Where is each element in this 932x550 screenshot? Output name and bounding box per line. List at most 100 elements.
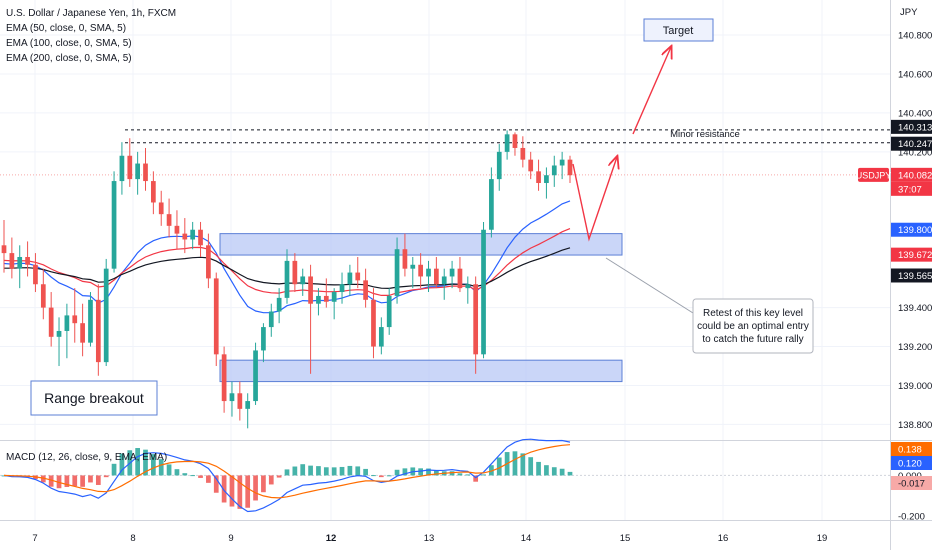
macd-histogram-bar: [213, 475, 219, 493]
price-label-bg: [891, 167, 932, 182]
candle: [119, 142, 125, 195]
target-label: Target: [663, 25, 694, 37]
candle: [95, 284, 101, 376]
macd-histogram-bar: [339, 466, 345, 476]
macd-histogram-bar: [80, 475, 85, 487]
candle-body: [347, 272, 353, 285]
support-resistance-zones: [219, 233, 623, 383]
zone-rect: [219, 233, 623, 256]
candle-body: [103, 268, 109, 363]
target-rect: [643, 18, 714, 42]
macd-histogram-bar: [371, 475, 376, 477]
candle: [268, 303, 274, 337]
macd-histogram-bar: [473, 475, 479, 482]
candle-body: [166, 214, 172, 226]
macd-value-label: -0.017: [898, 479, 925, 490]
candle: [1, 220, 7, 273]
candle-body: [308, 276, 313, 304]
candle: [378, 317, 384, 355]
candle-body: [268, 311, 274, 328]
candle-body: [56, 330, 62, 337]
candle-body: [143, 163, 148, 182]
price-label-bg: [891, 136, 932, 151]
macd-histogram-bar: [331, 467, 337, 476]
candle: [33, 253, 38, 293]
price-axis: JPY 140.800 140.600 140.400 140.200 139.400 13…: [856, 7, 932, 522]
candle-body: [504, 134, 510, 152]
candle-body: [237, 393, 243, 409]
candle: [174, 210, 180, 250]
candle: [48, 292, 54, 347]
candle: [80, 303, 85, 357]
macd-histogram-bar: [481, 474, 486, 476]
macd-histogram-bar: [48, 475, 54, 487]
candle-body: [119, 155, 125, 182]
candle: [457, 256, 463, 293]
candle-body: [489, 179, 494, 230]
price-label-bg: [891, 222, 932, 237]
candle-body: [40, 284, 46, 308]
macd-histogram-bar: [347, 465, 353, 476]
projection-arrow-2: [632, 47, 671, 135]
macd-histogram-bar: [386, 475, 392, 477]
candle: [567, 155, 573, 184]
retest-note-line: Retest of this key level: [703, 308, 803, 319]
candle: [198, 221, 203, 257]
macd-histogram-bar: [151, 454, 156, 476]
candle-body: [253, 350, 258, 402]
candle: [221, 346, 227, 413]
candle-body: [512, 134, 518, 148]
ema200-legend[interactable]: EMA (200, close, 0, SMA, 5): [6, 53, 132, 64]
candle: [229, 381, 235, 417]
retest-note-line: could be an optimal entry: [697, 321, 809, 332]
candle-body: [331, 292, 337, 302]
candle-body: [528, 159, 534, 172]
candle-body: [9, 253, 15, 269]
time-axis: 7 8 9 12 13 14 15 16 19: [32, 533, 827, 544]
candle-body: [434, 268, 439, 285]
candle-body: [394, 249, 400, 296]
candle: [17, 245, 23, 289]
candle: [151, 171, 156, 215]
candle: [213, 272, 219, 367]
candle: [323, 278, 329, 308]
macd-legend[interactable]: MACD (12, 26, close, 9, EMA, EMA): [6, 452, 168, 463]
candle-body: [323, 295, 329, 302]
macd-value-bg: [891, 476, 932, 490]
ema100-legend[interactable]: EMA (100, close, 0, SMA, 5): [6, 38, 132, 49]
candle: [237, 381, 243, 421]
candle: [386, 288, 392, 335]
macd-histogram-bar: [103, 475, 109, 478]
candle: [111, 171, 117, 273]
candle: [284, 249, 290, 304]
macd-histogram-bar: [174, 469, 180, 476]
candle-body: [363, 280, 368, 300]
macd-histogram-bar: [253, 475, 258, 501]
macd-histogram-bar: [449, 471, 455, 476]
candle-body: [386, 295, 392, 328]
macd-panel: [0, 438, 890, 513]
candle-body: [371, 299, 376, 347]
price-label: 140.313: [898, 122, 932, 133]
macd-histogram-bar: [418, 468, 423, 476]
macd-histogram-bar: [158, 459, 164, 476]
candle: [418, 253, 423, 289]
price-tick-label: 140.600: [898, 69, 932, 80]
candle-body: [339, 284, 345, 293]
macd-histogram-bar: [245, 475, 251, 508]
candle: [544, 167, 549, 199]
candle-body: [33, 264, 38, 285]
candle: [434, 256, 439, 289]
price-tick-label: 139.400: [898, 303, 932, 314]
candle: [449, 260, 455, 289]
candle-body: [378, 327, 384, 347]
ema50-legend[interactable]: EMA (50, close, 0, SMA, 5): [6, 23, 127, 34]
macd-tick-label: -0.200: [898, 511, 925, 522]
candle-body: [48, 307, 54, 337]
macd-histogram-bar: [426, 468, 431, 476]
macd-histogram-bar: [237, 475, 243, 509]
macd-histogram-bar: [536, 461, 541, 476]
candle-body: [182, 233, 188, 240]
candle: [88, 292, 93, 347]
